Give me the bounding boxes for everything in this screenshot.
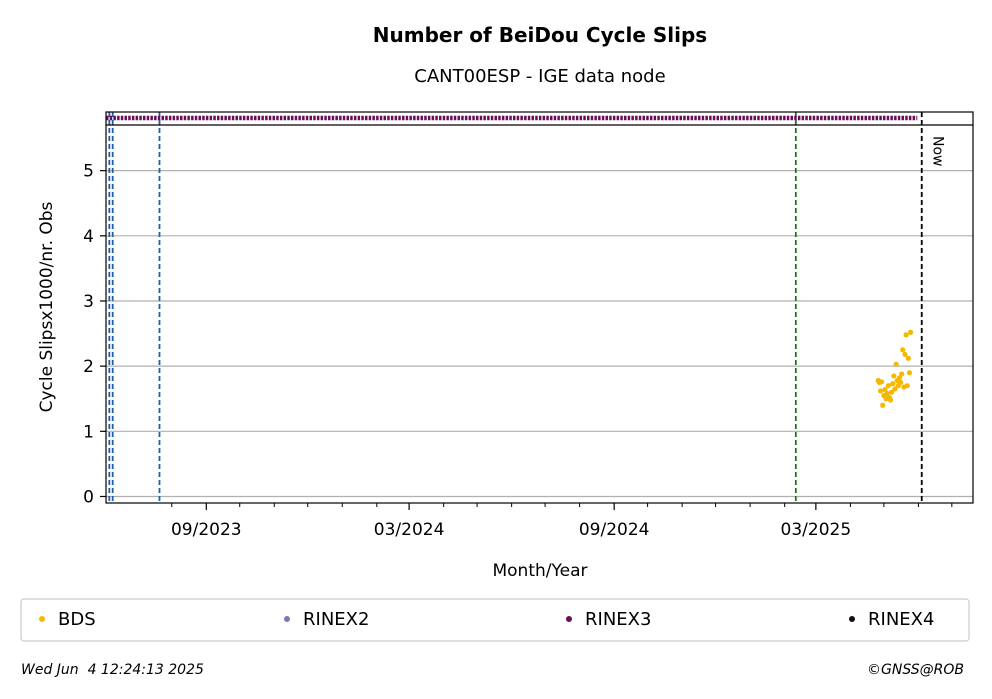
y-axis-label: Cycle Slipsx1000/nr. Obs xyxy=(37,201,57,412)
bds-point xyxy=(885,383,891,389)
bds-point xyxy=(902,351,908,358)
now-label: Now xyxy=(930,136,946,167)
x-axis-label: Month/Year xyxy=(492,561,587,581)
bds-point xyxy=(899,371,905,377)
bds-point xyxy=(896,375,903,381)
bds-point xyxy=(887,397,894,403)
legend-marker-rinex2 xyxy=(284,616,290,622)
y-tick-label: 0 xyxy=(83,487,94,507)
bds-point xyxy=(893,361,899,367)
x-axis-ticks: 09/2023 03/2024 09/2024 03/2025 xyxy=(171,503,953,540)
bds-point xyxy=(879,379,885,385)
bds-point xyxy=(907,329,914,335)
bds-point xyxy=(897,379,904,386)
legend-marker-bds xyxy=(39,616,45,622)
bds-point xyxy=(905,355,911,361)
bds-point xyxy=(880,402,886,408)
legend-label-rinex3: RINEX3 xyxy=(585,609,651,630)
y-tick-label: 2 xyxy=(83,357,94,377)
y-tick-label: 5 xyxy=(83,162,94,182)
legend-marker-rinex3 xyxy=(566,616,572,622)
x-tick-label: 03/2024 xyxy=(374,520,445,540)
event-lines xyxy=(108,112,923,503)
bds-point xyxy=(889,389,895,395)
legend-label-bds: BDS xyxy=(58,609,96,630)
bds-point xyxy=(903,332,909,338)
legend: BDS RINEX2 RINEX3 RINEX4 xyxy=(39,609,934,630)
bds-point xyxy=(904,383,910,389)
bds-point xyxy=(906,370,913,376)
footer-timestamp: Wed Jun 4 12:24:13 2025 xyxy=(21,662,204,678)
bds-point xyxy=(891,373,897,379)
plot-frame xyxy=(105,111,974,504)
y-axis-ticks: 0 1 2 3 4 5 xyxy=(83,162,106,507)
legend-label-rinex4: RINEX4 xyxy=(868,609,934,630)
bds-points xyxy=(875,329,914,408)
legend-box xyxy=(20,598,970,642)
x-tick-label: 09/2024 xyxy=(579,520,650,540)
chart-subtitle: CANT00ESP - IGE data node xyxy=(414,66,665,87)
legend-marker-rinex4 xyxy=(849,616,855,622)
bds-point xyxy=(877,388,884,394)
bds-point xyxy=(900,347,906,353)
y-tick-label: 3 xyxy=(83,292,94,312)
y-tick-label: 4 xyxy=(83,227,94,247)
bds-point xyxy=(884,390,890,397)
legend-label-rinex2: RINEX2 xyxy=(303,609,369,630)
bds-point xyxy=(882,387,888,393)
bds-point xyxy=(892,386,898,392)
x-tick-label: 03/2025 xyxy=(781,520,852,540)
footer-credit: ©GNSS@ROB xyxy=(867,662,964,678)
bds-point xyxy=(890,381,896,387)
y-gridlines xyxy=(106,170,973,498)
chart-title: Number of BeiDou Cycle Slips xyxy=(373,23,707,47)
x-tick-label: 09/2023 xyxy=(171,520,242,540)
y-tick-label: 1 xyxy=(83,422,94,442)
